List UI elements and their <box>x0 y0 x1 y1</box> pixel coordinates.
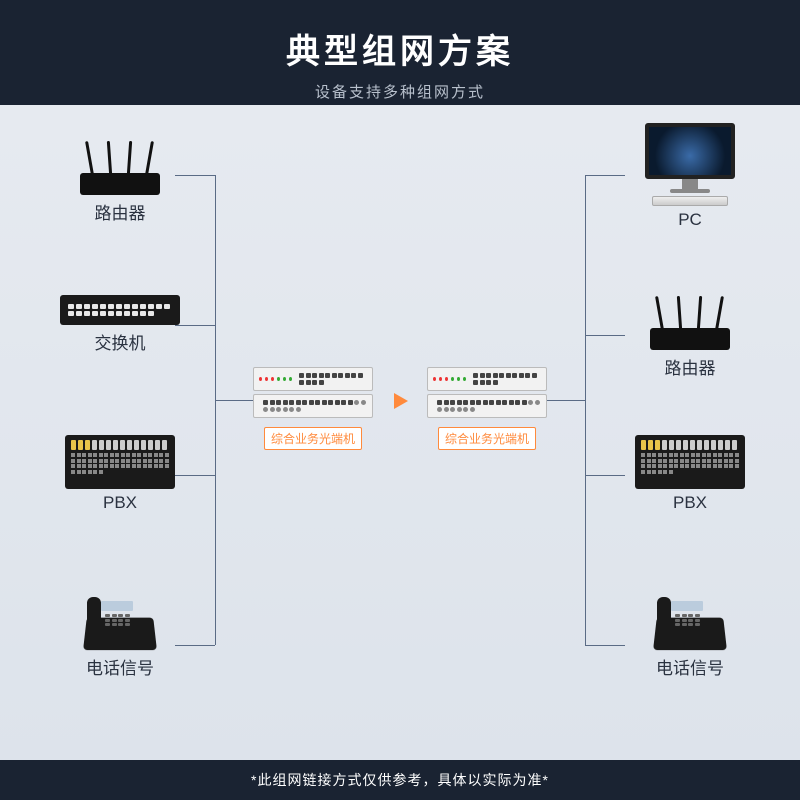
device-label: PC <box>625 210 755 230</box>
pc-icon <box>640 123 740 206</box>
device-label: 电话信号 <box>55 654 185 679</box>
pbx-left: PBX <box>55 435 185 513</box>
phone-right: 电话信号 <box>625 595 755 679</box>
device-label: PBX <box>55 493 185 513</box>
router-icon <box>70 135 170 195</box>
connector-line <box>215 175 216 645</box>
pc-right: PC <box>625 123 755 230</box>
phone-left: 电话信号 <box>55 595 185 679</box>
connector-line <box>585 645 625 646</box>
pbx-icon <box>65 435 175 489</box>
mux-label: 综合业务光端机 <box>264 427 362 450</box>
router-right: 路由器 <box>625 290 755 379</box>
device-label: 路由器 <box>625 354 755 379</box>
device-label: 路由器 <box>55 199 185 224</box>
link-arrow-icon <box>394 393 408 409</box>
diagram-canvas: 路由器交换机PBX电话信号PC路由器PBX电话信号综合业务光端机综合业务光端机 <box>0 105 800 760</box>
optical-mux-icon <box>427 367 547 418</box>
mux-label: 综合业务光端机 <box>438 427 536 450</box>
connector-line <box>585 335 625 336</box>
phone-icon <box>75 595 165 650</box>
pbx-right: PBX <box>625 435 755 513</box>
optical-mux-icon <box>253 367 373 418</box>
device-label: PBX <box>625 493 755 513</box>
switch-icon <box>60 295 180 325</box>
device-label: 交换机 <box>45 329 195 354</box>
connector-line <box>585 175 625 176</box>
router-left: 路由器 <box>55 135 185 224</box>
footer-note: *此组网链接方式仅供参考，具体以实际为准* <box>0 760 800 800</box>
mux-right: 综合业务光端机 <box>422 367 552 450</box>
phone-icon <box>645 595 735 650</box>
page-subtitle: 设备支持多种组网方式 <box>0 81 800 102</box>
device-label: 电话信号 <box>625 654 755 679</box>
pbx-icon <box>635 435 745 489</box>
switch-left: 交换机 <box>45 295 195 354</box>
page-title: 典型组网方案 <box>0 24 800 73</box>
header: 典型组网方案 设备支持多种组网方式 <box>0 0 800 105</box>
mux-left: 综合业务光端机 <box>248 367 378 450</box>
connector-line <box>585 175 586 645</box>
router-icon <box>640 290 740 350</box>
connector-line <box>585 475 625 476</box>
